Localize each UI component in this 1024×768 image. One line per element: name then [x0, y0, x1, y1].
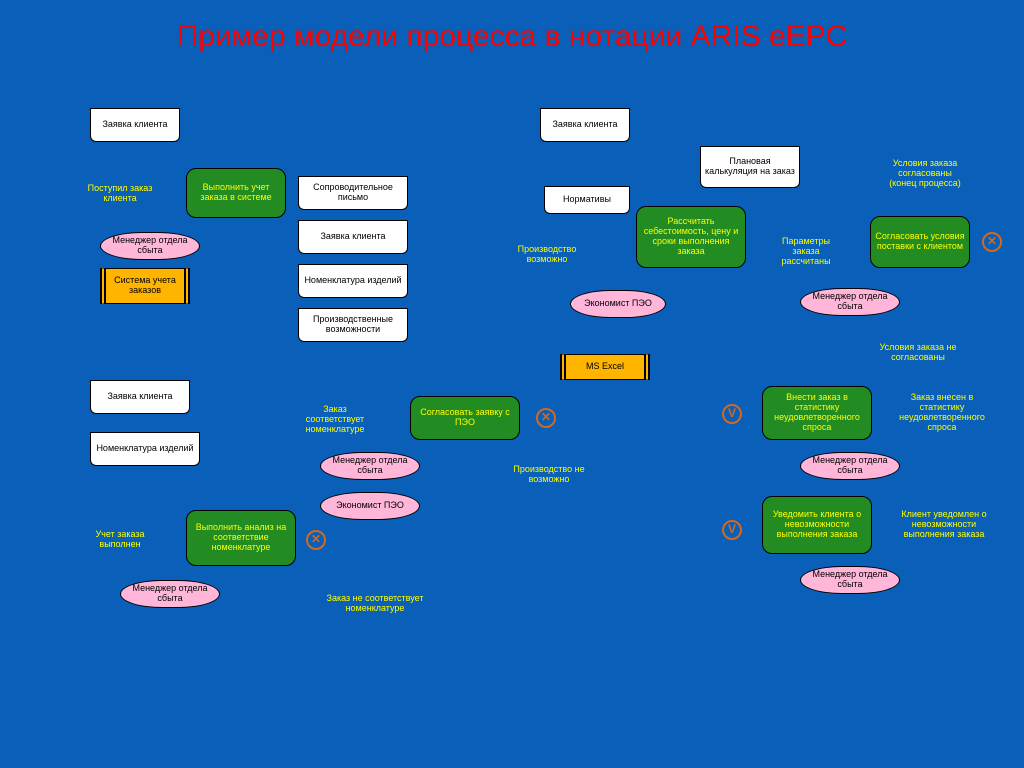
node-e3: Заказ соответствует номенклатуре	[280, 400, 390, 440]
node-label: Условия заказа согласованы (конец процес…	[874, 159, 976, 189]
node-e8: Условия заказа согласованы (конец процес…	[870, 152, 980, 196]
node-f3: Согласовать заявку с ПЭО	[410, 396, 520, 440]
node-s1: Система учета заказов	[100, 268, 190, 304]
node-d8: Заявка клиента	[540, 108, 630, 142]
node-r4: Экономист ПЭО	[320, 492, 420, 520]
node-f2: Выполнить анализ на соответствие номенкл…	[186, 510, 296, 566]
node-label: Заказ соответствует номенклатуре	[284, 405, 386, 435]
node-d6: Заявка клиента	[90, 380, 190, 414]
node-c2: ✕	[536, 408, 556, 428]
node-label: Поступил заказ клиента	[74, 184, 166, 204]
node-e4: Заказ не соответствует номенклатуре	[310, 584, 440, 624]
node-label: Производство возможно	[498, 245, 596, 265]
node-e7: Параметры заказа рассчитаны	[756, 232, 856, 272]
node-d4: Номенклатура изделий	[298, 264, 408, 298]
node-c3: ✕	[982, 232, 1002, 252]
node-e6: Производство не возможно	[494, 458, 604, 492]
node-f1: Выполнить учет заказа в системе	[186, 168, 286, 218]
node-d9: Нормативы	[544, 186, 630, 214]
node-e1: Поступил заказ клиента	[70, 174, 170, 214]
node-r3: Менеджер отдела сбыта	[320, 452, 420, 480]
node-r5: Экономист ПЭО	[570, 290, 666, 318]
node-c4: V	[722, 404, 742, 424]
node-f7: Уведомить клиента о невозможности выполн…	[762, 496, 872, 554]
node-label: Параметры заказа рассчитаны	[760, 237, 852, 267]
node-d3: Заявка клиента	[298, 220, 408, 254]
node-d7: Номенклатура изделий	[90, 432, 200, 466]
diagram-title: Пример модели процесса в нотации ARIS eE…	[0, 20, 1024, 54]
node-label: Производство не возможно	[498, 465, 600, 485]
node-label: Заказ внесен в статистику неудовлетворен…	[888, 393, 996, 433]
node-e9: Условия заказа не согласованы	[860, 336, 976, 370]
node-label: Условия заказа не согласованы	[864, 343, 972, 363]
node-c5: V	[722, 520, 742, 540]
node-label: Заказ не соответствует номенклатуре	[314, 594, 436, 614]
node-r7: Менеджер отдела сбыта	[800, 452, 900, 480]
node-f5: Согласовать условия поставки с клиентом	[870, 216, 970, 268]
node-s2: MS Excel	[560, 354, 650, 380]
node-label: Клиент уведомлен о невозможности выполне…	[888, 510, 1000, 540]
node-f6: Внести заказ в статистику неудовлетворен…	[762, 386, 872, 440]
node-e5: Производство возможно	[494, 238, 600, 272]
node-d5: Производственные возможности	[298, 308, 408, 342]
node-r6: Менеджер отдела сбыта	[800, 288, 900, 316]
node-f4: Рассчитать себестоимость, цену и сроки в…	[636, 206, 746, 268]
node-d10: Плановая калькуляция на заказ	[700, 146, 800, 188]
node-e11: Клиент уведомлен о невозможности выполне…	[884, 502, 1004, 548]
diagram-stage: Пример модели процесса в нотации ARIS eE…	[0, 0, 1024, 768]
node-r1: Менеджер отдела сбыта	[100, 232, 200, 260]
node-label: Учет заказа выполнен	[74, 530, 166, 550]
node-d1: Заявка клиента	[90, 108, 180, 142]
node-r8: Менеджер отдела сбыта	[800, 566, 900, 594]
node-e2: Учет заказа выполнен	[70, 520, 170, 560]
node-e10: Заказ внесен в статистику неудовлетворен…	[884, 390, 1000, 436]
node-c1: ✕	[306, 530, 326, 550]
node-r2: Менеджер отдела сбыта	[120, 580, 220, 608]
node-d2: Сопроводительное письмо	[298, 176, 408, 210]
